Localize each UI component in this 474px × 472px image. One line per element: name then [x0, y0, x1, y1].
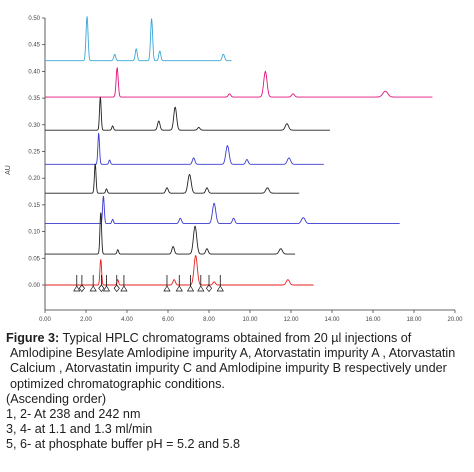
x-tick-label: 18.00 [406, 317, 422, 323]
chromatogram-figure: 0.00 0.05 0.10 0.15 0.20 0.25 0.30 0.35 0.40 0.45… [5, 15, 463, 323]
marker-triangle [163, 285, 171, 292]
y-tick-label: 0.05 [28, 256, 40, 262]
caption-text: Typical HPLC chromatograms obtained from… [10, 331, 456, 391]
marker-diamond [78, 284, 85, 293]
x-tick-label: 10.00 [242, 317, 258, 323]
marker-diamond [98, 284, 105, 293]
marker-triangle [175, 285, 183, 292]
marker-triangle [89, 285, 97, 292]
marker-triangle [186, 285, 195, 292]
y-axis-label: AU [5, 165, 12, 175]
x-tick-label: 6.00 [162, 317, 174, 323]
figure-caption: Figure 3: Typical HPLC chromatograms obt… [6, 331, 472, 453]
x-tick-label: 2.00 [80, 317, 92, 323]
y-tick-label: 0.45 [28, 43, 40, 49]
caption-line-flow-rate: 3, 4- at 1.1 and 1.3 ml/min [6, 422, 153, 437]
x-tick-label: 0.00 [39, 317, 51, 323]
x-tick-label: 4.00 [121, 317, 133, 323]
caption-line-ph: 5, 6- at phosphate buffer pH = 5.2 and 5… [6, 437, 240, 452]
x-tick-label: 8.00 [203, 317, 215, 323]
marker-diamond [205, 284, 213, 293]
chromatogram-trace-3 [45, 97, 330, 131]
chromatogram-trace-6 [45, 195, 400, 225]
chart-axes: 0.00 0.05 0.10 0.15 0.20 0.25 0.30 0.35 0.40 0.45… [28, 16, 463, 323]
chromatogram-trace-1 [45, 15, 232, 62]
chart-markers-group [73, 275, 224, 293]
y-tick-label: 0.20 [28, 176, 40, 182]
marker-triangle [120, 285, 128, 292]
marker-triangle [102, 285, 111, 292]
chromatogram-chart: 0.00 0.05 0.10 0.15 0.20 0.25 0.30 0.35 0.40 0.45… [5, 15, 463, 323]
marker-triangle [73, 285, 81, 292]
caption-line-order: (Ascending order) [6, 391, 107, 406]
x-tick-label: 20.00 [447, 317, 463, 323]
y-tick-label: 0.30 [28, 123, 40, 129]
x-tick-label: 12.00 [283, 317, 299, 323]
x-tick-label: 14.00 [324, 317, 340, 323]
chromatogram-trace-7 [45, 212, 296, 255]
x-tick-label: 16.00 [365, 317, 381, 323]
y-tick-label: 0.25 [28, 150, 40, 156]
marker-diamond [113, 284, 120, 293]
chromatogram-trace-4 [45, 132, 324, 165]
caption-line-wavelength: 1, 2- At 238 and 242 nm [6, 407, 141, 422]
y-tick-label: 0.00 [28, 283, 40, 289]
chart-series-group [45, 15, 433, 286]
y-tick-label: 0.40 [28, 69, 40, 75]
marker-triangle [197, 285, 205, 292]
y-tick-label: 0.35 [28, 96, 40, 102]
chromatogram-trace-2 [45, 66, 433, 98]
y-tick-label: 0.15 [28, 203, 40, 209]
caption-paragraph: Figure 3: Typical HPLC chromatograms obt… [6, 331, 472, 392]
chromatogram-trace-5 [45, 163, 300, 194]
y-tick-label: 0.10 [28, 230, 40, 236]
marker-triangle [216, 285, 224, 292]
figure-label: Figure 3: [6, 331, 60, 345]
y-tick-label: 0.50 [28, 16, 40, 22]
